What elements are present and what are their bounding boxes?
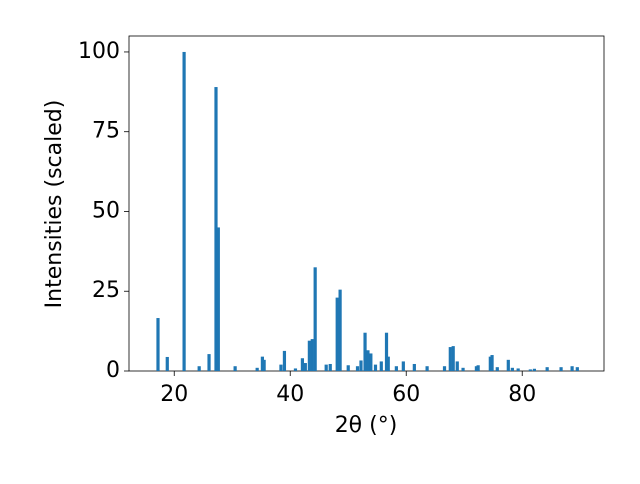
- bar: [506, 359, 510, 371]
- bar: [260, 356, 264, 371]
- bar: [156, 318, 160, 371]
- bar: [338, 289, 342, 371]
- bar: [425, 366, 429, 371]
- bar: [363, 332, 367, 371]
- bar: [461, 367, 465, 371]
- y-axis-label: Intensities (scaled): [42, 100, 67, 309]
- bar: [165, 356, 169, 371]
- plot-frame: [128, 35, 605, 372]
- bar: [379, 361, 383, 371]
- bar: [394, 366, 398, 371]
- bar: [455, 361, 459, 371]
- y-tick-label: 100: [78, 39, 120, 64]
- bar: [545, 367, 549, 371]
- x-tick-label: 40: [276, 382, 304, 407]
- bar: [516, 368, 520, 371]
- bar: [570, 366, 574, 371]
- bar: [510, 367, 514, 371]
- bar: [279, 364, 283, 371]
- bar: [575, 367, 579, 371]
- bar: [476, 365, 480, 371]
- bar: [303, 363, 307, 371]
- bar: [373, 364, 378, 371]
- y-tick-label: 50: [92, 198, 120, 223]
- y-tick-label: 0: [106, 358, 120, 383]
- bar: [346, 365, 350, 371]
- bar: [335, 297, 339, 371]
- bar: [359, 360, 363, 371]
- bar: [262, 359, 266, 371]
- y-tick-label: 75: [92, 119, 120, 144]
- bar: [386, 356, 390, 371]
- bar: [528, 369, 532, 371]
- bar: [233, 366, 237, 371]
- bar: [207, 354, 211, 371]
- bar: [216, 227, 220, 371]
- bar: [197, 366, 201, 371]
- bar: [300, 358, 305, 371]
- x-tick-label: 20: [160, 382, 188, 407]
- bar: [495, 367, 499, 371]
- x-tick-label: 60: [392, 382, 420, 407]
- bar: [401, 361, 405, 371]
- bar: [384, 332, 389, 371]
- bar: [488, 356, 492, 371]
- bar: [182, 51, 186, 371]
- bar: [293, 368, 298, 371]
- bar: [490, 355, 494, 371]
- bar: [313, 267, 317, 371]
- bar: [448, 347, 452, 371]
- x-axis-label: 2θ (°): [335, 413, 398, 438]
- bar: [355, 366, 360, 371]
- bar: [307, 340, 311, 371]
- bar: [442, 366, 447, 371]
- bar: [328, 363, 332, 371]
- bar: [366, 350, 370, 371]
- y-tick-label: 25: [92, 278, 120, 303]
- bar: [451, 346, 455, 371]
- bar: [310, 339, 314, 371]
- bar: [255, 367, 259, 371]
- x-tick-label: 80: [508, 382, 536, 407]
- bar: [282, 350, 287, 371]
- bar: [214, 87, 218, 372]
- bar: [412, 363, 416, 371]
- bar: [369, 353, 373, 371]
- bar: [532, 368, 537, 371]
- bar: [474, 366, 479, 371]
- bar: [559, 367, 563, 371]
- bar: [324, 364, 328, 371]
